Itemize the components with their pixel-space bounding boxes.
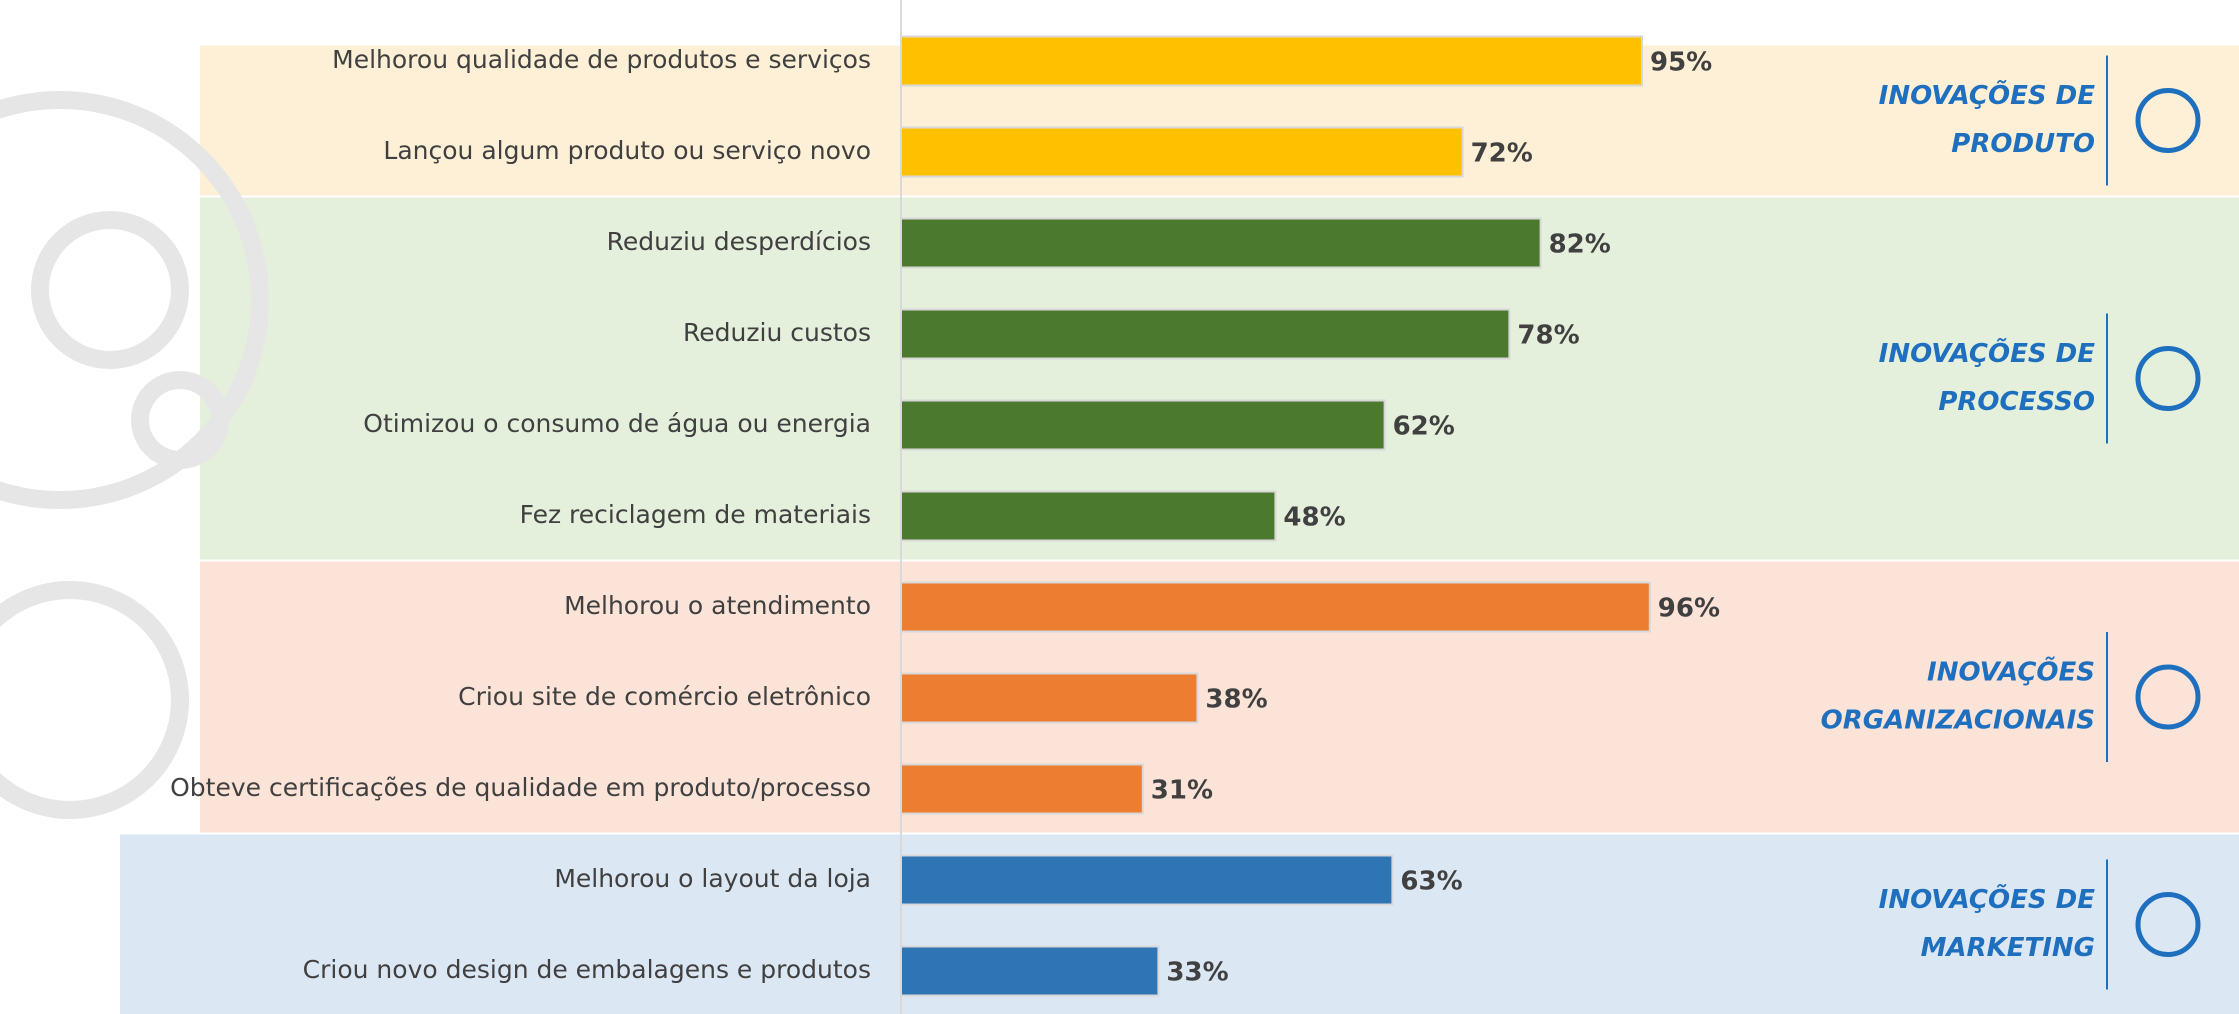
group-label: PRODUTO (1951, 129, 2095, 159)
value-label: 95% (1650, 48, 1712, 78)
category-label: Reduziu custos (683, 318, 871, 347)
bar (900, 217, 1542, 269)
value-label: 62% (1393, 412, 1455, 442)
bar (900, 126, 1464, 178)
value-label: 38% (1205, 685, 1267, 715)
group-icon (2135, 88, 2201, 153)
bar (900, 581, 1651, 633)
bar (900, 490, 1277, 542)
group-label: INOVAÇÕES DE (1879, 79, 2096, 111)
bar (900, 35, 1643, 87)
category-label: Obteve certificações de qualidade em pro… (170, 773, 871, 802)
value-label: 33% (1166, 958, 1228, 988)
group-label: MARKETING (1921, 933, 2095, 963)
bar (900, 308, 1511, 360)
value-label: 72% (1471, 139, 1533, 169)
group-label: INOVAÇÕES (1927, 656, 2095, 688)
group-label: PROCESSO (1938, 387, 2095, 417)
group-icon (2135, 892, 2201, 957)
value-label: 31% (1151, 776, 1213, 806)
value-label: 78% (1517, 321, 1579, 351)
value-label: 48% (1283, 503, 1345, 533)
bar (900, 399, 1386, 451)
category-label: Otimizou o consumo de água ou energia (363, 409, 871, 438)
category-label: Criou site de comércio eletrônico (458, 682, 871, 711)
value-label: 96% (1658, 594, 1720, 624)
category-label: Criou novo design de embalagens e produt… (303, 955, 871, 984)
group-icon (2135, 664, 2201, 730)
bar (900, 763, 1144, 815)
value-label: 63% (1400, 867, 1462, 897)
bar (900, 945, 1160, 997)
value-label: 82% (1549, 230, 1611, 260)
gear-decoration (0, 91, 269, 819)
group-label: ORGANIZACIONAIS (1821, 706, 2095, 736)
category-label: Melhorou o layout da loja (554, 864, 871, 893)
group-label: INOVAÇÕES DE (1879, 337, 2096, 369)
group-icon (2135, 346, 2201, 411)
bar (900, 672, 1199, 724)
category-label: Reduziu desperdícios (607, 227, 871, 256)
category-label: Fez reciclagem de materiais (520, 500, 871, 529)
category-label: Melhorou o atendimento (564, 591, 871, 620)
group-label: INOVAÇÕES DE (1879, 883, 2096, 915)
bar (900, 854, 1394, 906)
category-label: Lançou algum produto ou serviço novo (383, 136, 871, 165)
category-label: Melhorou qualidade de produtos e serviço… (332, 45, 871, 74)
